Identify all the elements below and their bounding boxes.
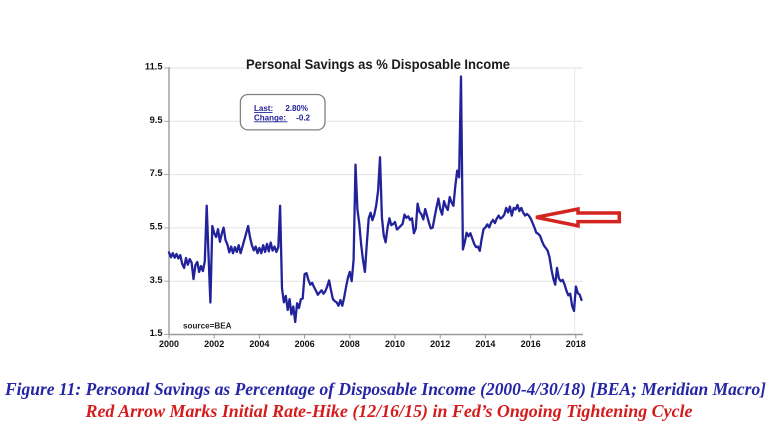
svg-text:Red Arrow Marks Initial Rate-H: Red Arrow Marks Initial Rate-Hike (12/16… — [85, 401, 693, 422]
svg-text:Personal Savings as % Disposab: Personal Savings as % Disposable Income — [246, 56, 510, 72]
svg-text:7.5: 7.5 — [150, 168, 163, 178]
svg-text:-0.2: -0.2 — [296, 113, 310, 122]
svg-text:2010: 2010 — [385, 339, 405, 349]
svg-text:9.5: 9.5 — [150, 115, 163, 125]
svg-text:2000: 2000 — [159, 339, 179, 349]
svg-text:2016: 2016 — [521, 339, 541, 349]
svg-text:2006: 2006 — [295, 339, 315, 349]
svg-text:3.5: 3.5 — [150, 275, 163, 285]
svg-text:source=BEA: source=BEA — [183, 322, 232, 331]
svg-text:2.80%: 2.80% — [285, 104, 308, 113]
svg-text:2004: 2004 — [249, 339, 269, 349]
svg-text:11.5: 11.5 — [145, 62, 163, 72]
svg-text:Last:: Last: — [254, 104, 273, 113]
svg-text:2002: 2002 — [204, 339, 224, 349]
svg-text:2018: 2018 — [566, 339, 586, 349]
svg-text:Change:: Change: — [254, 113, 286, 122]
svg-text:2008: 2008 — [340, 339, 360, 349]
svg-text:2014: 2014 — [475, 339, 495, 349]
svg-text:2012: 2012 — [430, 339, 450, 349]
svg-text:Figure 11: Personal Savings as: Figure 11: Personal Savings as Percentag… — [4, 379, 766, 400]
svg-text:5.5: 5.5 — [150, 222, 163, 232]
svg-text:1.5: 1.5 — [150, 328, 163, 338]
